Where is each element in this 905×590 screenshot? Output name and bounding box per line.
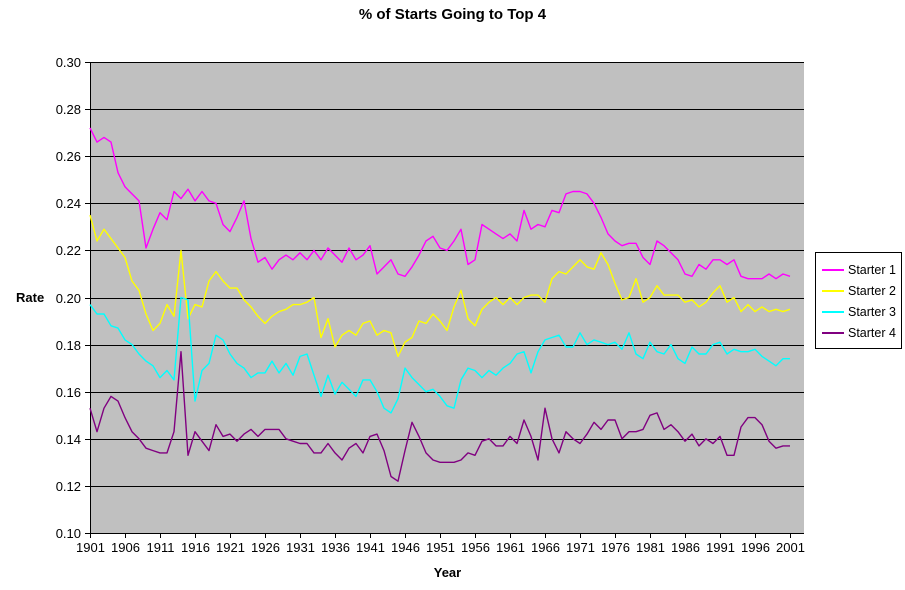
plot-background <box>90 62 804 533</box>
x-axis-title: Year <box>433 565 462 580</box>
x-tick-label: 1991 <box>706 540 735 555</box>
x-tick-label: 1971 <box>566 540 595 555</box>
legend-line-sample <box>822 331 844 334</box>
y-tick-label: 0.18 <box>56 338 81 353</box>
x-tick-label: 1901 <box>76 540 105 555</box>
x-tick-label: 1996 <box>741 540 770 555</box>
x-tick-label: 1906 <box>111 540 140 555</box>
x-tick-label: 1931 <box>286 540 315 555</box>
legend-item: Starter 2 <box>822 280 901 301</box>
legend-label: Starter 1 <box>848 262 896 277</box>
x-tick-label: 1936 <box>321 540 350 555</box>
y-tick-label: 0.30 <box>56 55 81 70</box>
y-tick-label: 0.16 <box>56 385 81 400</box>
legend-label: Starter 2 <box>848 283 896 298</box>
legend-line-sample <box>822 310 844 313</box>
legend-label: Starter 4 <box>848 325 896 340</box>
y-tick-label: 0.14 <box>56 432 81 447</box>
y-tick-label: 0.24 <box>56 196 81 211</box>
x-tick-label: 1946 <box>391 540 420 555</box>
x-tick-label: 1926 <box>251 540 280 555</box>
x-tick-label: 1966 <box>531 540 560 555</box>
y-tick-label: 0.26 <box>56 149 81 164</box>
series-line-starter-4 <box>89 351 790 482</box>
x-tick-label: 1956 <box>461 540 490 555</box>
x-tick-label: 1976 <box>601 540 630 555</box>
legend-item: Starter 1 <box>822 259 901 280</box>
y-axis-title: Rate <box>16 290 45 305</box>
x-tick-label: 1986 <box>671 540 700 555</box>
series-line-starter-1 <box>89 127 791 280</box>
chart-title: % of Starts Going to Top 4 <box>358 6 547 23</box>
legend-item: Starter 3 <box>822 301 901 322</box>
x-tick-label: 1941 <box>356 540 385 555</box>
legend: Starter 1 Starter 2 Starter 3 Starter 4 <box>815 252 902 349</box>
x-tick-label: 1916 <box>181 540 210 555</box>
y-tick-label: 0.28 <box>56 102 81 117</box>
y-tick-label: 0.12 <box>56 479 81 494</box>
legend-label: Starter 3 <box>848 304 896 319</box>
legend-line-sample <box>822 268 844 271</box>
series-line-starter-2 <box>89 214 791 358</box>
legend-item: Starter 4 <box>822 322 901 343</box>
legend-line-sample <box>822 289 844 292</box>
y-tick-label: 0.20 <box>56 291 81 306</box>
x-tick-label: 1961 <box>496 540 525 555</box>
x-tick-label: 1981 <box>636 540 665 555</box>
x-tick-label: 1921 <box>216 540 245 555</box>
y-tick-label: 0.22 <box>56 243 81 258</box>
x-tick-label: 2001 <box>776 540 805 555</box>
series-line-starter-3 <box>89 296 790 414</box>
y-tick-label: 0.10 <box>56 526 81 541</box>
x-tick-label: 1911 <box>147 540 175 555</box>
x-tick-label: 1951 <box>426 540 455 555</box>
